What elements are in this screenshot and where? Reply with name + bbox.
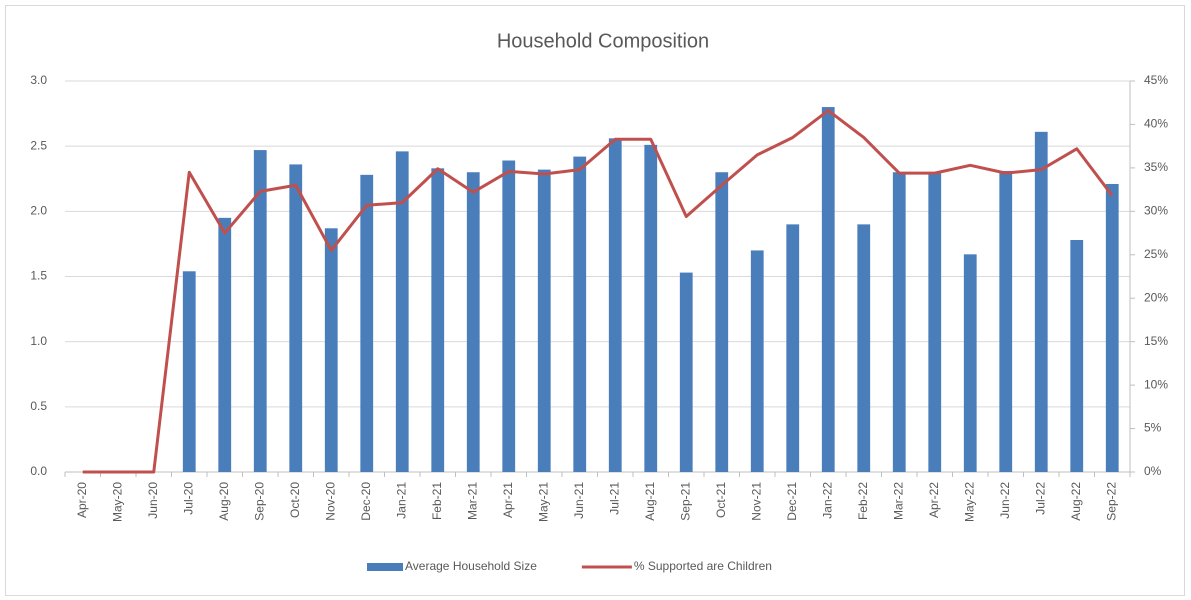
legend-swatch — [367, 563, 403, 571]
bar — [821, 107, 835, 473]
y2-tick-label: 30% — [1144, 204, 1168, 218]
bar — [573, 156, 587, 473]
line — [82, 109, 1114, 474]
y2-tick-label: 25% — [1144, 247, 1168, 261]
bar — [360, 174, 374, 472]
x-tick-label: Jul-22 — [1033, 482, 1047, 515]
x-tick-label: Sep-22 — [1104, 482, 1118, 521]
y2-tick-label: 15% — [1144, 334, 1168, 348]
x-tick-label: Oct-21 — [714, 482, 728, 518]
y-tick-label: 2.5 — [30, 138, 47, 152]
bar — [1105, 183, 1119, 473]
bar — [786, 224, 800, 472]
x-tick-label: Jan-22 — [820, 482, 834, 519]
x-tick-label: Apr-22 — [927, 482, 941, 518]
legend-label: % Supported are Children — [634, 559, 772, 573]
chart-frame — [5, 5, 1185, 596]
x-tick-label: Jun-22 — [998, 482, 1012, 519]
bar — [892, 172, 906, 472]
x-tick-label: May-21 — [536, 482, 550, 522]
bar — [857, 224, 871, 472]
x-tick-label: Sep-20 — [252, 482, 266, 521]
bar — [644, 144, 658, 472]
x-tick-label: Aug-21 — [643, 482, 657, 521]
bar — [324, 228, 338, 472]
y-tick-label: 3.0 — [30, 73, 47, 87]
x-tick-label: May-20 — [110, 482, 124, 522]
chart-title: Household Composition — [497, 30, 709, 52]
x-tick-label: Dec-20 — [359, 482, 373, 521]
x-tick-label: Jan-21 — [394, 482, 408, 519]
x-tick-label: Jul-21 — [607, 482, 621, 515]
bar — [537, 169, 551, 473]
x-tick-label: Dec-21 — [785, 482, 799, 521]
x-tick-label: Apr-21 — [501, 482, 515, 518]
y2-tick-label: 20% — [1144, 290, 1168, 304]
x-tick-label: Jun-21 — [572, 482, 586, 519]
y-tick-label: 2.0 — [30, 204, 47, 218]
y-tick-label: 1.0 — [30, 334, 47, 348]
bar — [715, 172, 729, 472]
bar — [999, 170, 1013, 472]
bar — [218, 217, 232, 472]
x-tick-label: Mar-22 — [891, 482, 905, 520]
y-tick-label: 0.0 — [30, 464, 47, 478]
bar — [253, 150, 267, 472]
x-tick-label: Feb-21 — [430, 482, 444, 520]
x-tick-label: Oct-20 — [288, 482, 302, 518]
bar — [750, 250, 764, 472]
bar — [289, 164, 303, 472]
bar — [431, 168, 445, 472]
x-tick-label: May-22 — [962, 482, 976, 522]
bar — [466, 172, 480, 472]
bar — [182, 271, 196, 472]
bar — [502, 160, 516, 472]
y2-tick-label: 10% — [1144, 377, 1168, 391]
bar — [1034, 131, 1048, 472]
y-tick-label: 1.5 — [30, 269, 47, 283]
x-tick-label: Jun-20 — [146, 482, 160, 519]
bar — [963, 254, 977, 472]
y2-tick-label: 35% — [1144, 160, 1168, 174]
x-tick-label: Mar-21 — [465, 482, 479, 520]
bar — [608, 138, 622, 472]
x-tick-label: Sep-21 — [678, 482, 692, 521]
x-tick-label: Nov-20 — [323, 482, 337, 521]
legend-label: Average Household Size — [405, 559, 537, 573]
x-tick-label: Aug-22 — [1069, 482, 1083, 521]
y2-tick-label: 5% — [1144, 421, 1162, 435]
y2-tick-label: 40% — [1144, 117, 1168, 131]
y2-tick-label: 0% — [1144, 464, 1162, 478]
y2-tick-label: 45% — [1144, 73, 1168, 87]
x-tick-label: Nov-21 — [749, 482, 763, 521]
x-tick-label: Aug-20 — [217, 482, 231, 521]
bar — [395, 151, 409, 472]
x-tick-label: Feb-22 — [856, 482, 870, 520]
bar — [679, 272, 693, 472]
bar — [1070, 240, 1084, 472]
x-tick-label: Apr-20 — [75, 482, 89, 518]
y-tick-label: 0.5 — [30, 399, 47, 413]
x-tick-label: Jul-20 — [181, 482, 195, 515]
bar — [928, 172, 942, 472]
